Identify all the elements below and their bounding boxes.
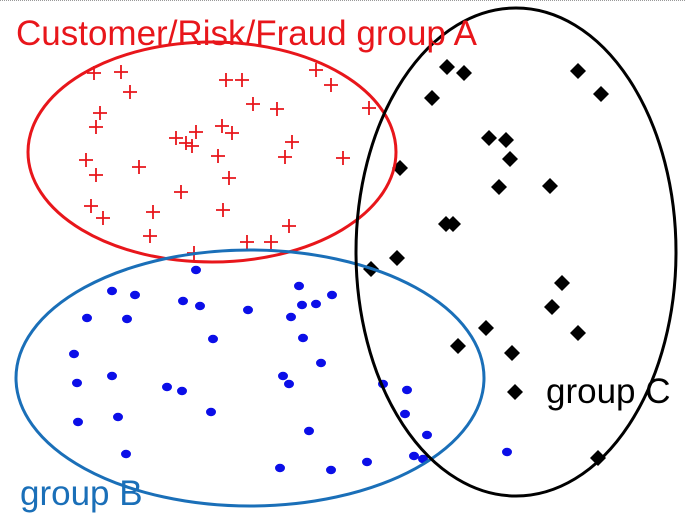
group-b-dot-marker <box>121 449 131 459</box>
group-b-dot-marker <box>316 358 326 368</box>
group-c-diamond-marker <box>542 178 558 194</box>
group-c-ellipse <box>354 6 678 498</box>
group-a-plus-marker <box>362 101 376 115</box>
group-b-dot-marker <box>422 430 432 440</box>
group-b-dot-marker <box>195 301 205 311</box>
group-b-dot-marker <box>502 447 512 457</box>
group-b-dot-marker <box>327 290 337 300</box>
group-a-plus-marker <box>278 150 292 164</box>
top-dotted-border <box>0 0 685 1</box>
group-c-diamond-marker <box>478 320 494 336</box>
group-b-dot-marker <box>72 378 82 388</box>
group-a-plus-marker <box>235 73 249 87</box>
group-b-dot-marker <box>409 451 419 461</box>
group-c-diamond-marker <box>504 345 520 361</box>
group-b-dot-marker <box>162 382 172 392</box>
group-c-diamond-marker <box>554 275 570 291</box>
group-b-dot-marker <box>402 385 412 395</box>
group-c-diamond-marker <box>544 299 560 315</box>
group-c-diamond-marker <box>593 86 609 102</box>
group-c-diamond-marker <box>570 325 586 341</box>
group-a-plus-marker <box>222 171 236 185</box>
group-a-plus-marker <box>215 119 229 133</box>
group-a-plus-marker <box>89 168 103 182</box>
group-b-dot-marker <box>278 371 288 381</box>
group-b-dot-marker <box>130 290 140 300</box>
group-c-diamond-marker <box>424 90 440 106</box>
group-c-diamond-marker <box>439 59 455 75</box>
group-b-dot-marker <box>122 314 132 324</box>
group-b-dot-marker <box>113 412 123 422</box>
group-b-dot-marker <box>294 281 304 291</box>
group-c-diamond-marker <box>590 450 606 466</box>
group-c-diamond-marker <box>456 65 472 81</box>
group-a-plus-marker <box>285 135 299 149</box>
group-a-plus-marker <box>143 229 157 243</box>
group-b-dot-marker <box>206 407 216 417</box>
group-a-plus-marker <box>84 199 98 213</box>
group-a-plus-marker <box>123 85 137 99</box>
group-b-dot-marker <box>178 296 188 306</box>
group-b-dot-marker <box>284 379 294 389</box>
group-a-plus-marker <box>270 102 284 116</box>
group-a-ellipse <box>26 40 398 264</box>
group-a-plus-marker <box>225 126 239 140</box>
group-b-dot-marker <box>73 417 83 427</box>
group-a-plus-marker <box>211 149 225 163</box>
group-a-plus-marker <box>185 139 199 153</box>
group-a-plus-marker <box>264 235 278 249</box>
group-a-plus-marker <box>89 120 103 134</box>
group-b-dot-marker <box>107 371 117 381</box>
group-a-plus-marker <box>189 125 203 139</box>
group-b-dot-marker <box>326 465 336 475</box>
group-b-dot-marker <box>82 313 92 323</box>
group-a-plus-marker <box>96 211 110 225</box>
group-b-dot-marker <box>298 333 308 343</box>
group-c-diamond-marker <box>450 338 466 354</box>
group-b-dot-marker <box>400 409 410 419</box>
group-b-dot-marker <box>69 349 79 359</box>
group-a-plus-marker <box>174 185 188 199</box>
group-b-dot-marker <box>243 305 253 315</box>
group-c-diamond-marker <box>498 132 514 148</box>
group-a-plus-marker <box>179 136 193 150</box>
group-a-plus-marker <box>216 203 230 217</box>
group-b-dot-marker <box>107 286 117 296</box>
group-a-plus-marker <box>169 131 183 145</box>
group-a-plus-marker <box>309 63 323 77</box>
group-b-dot-marker <box>191 265 201 275</box>
group-a-plus-marker <box>219 73 233 87</box>
group-a-plus-marker <box>114 65 128 79</box>
group-c-diamond-marker <box>507 384 523 400</box>
group-a-plus-marker <box>146 205 160 219</box>
group-a-plus-marker <box>246 97 260 111</box>
group-c-diamond-marker <box>481 130 497 146</box>
group-a-plus-marker <box>282 219 296 233</box>
group-a-plus-marker <box>132 160 146 174</box>
group-b-dot-marker <box>275 463 285 473</box>
group-b-dot-marker <box>362 457 372 467</box>
group-a-plus-marker <box>79 153 93 167</box>
group-c-diamond-marker <box>570 63 586 79</box>
group-a-plus-marker <box>324 78 338 92</box>
group-a-plus-marker <box>240 235 254 249</box>
group-a-plus-marker <box>93 106 107 120</box>
group-b-dot-marker <box>304 426 314 436</box>
group-b-dot-marker <box>177 386 187 396</box>
group-b-dot-marker <box>297 300 307 310</box>
group-c-diamond-marker <box>389 250 405 266</box>
group-b-dot-marker <box>286 312 296 322</box>
group-b-ellipse <box>14 248 486 508</box>
group-c-diamond-marker <box>502 151 518 167</box>
group-c-diamond-marker <box>445 216 461 232</box>
group-c-label: group C <box>546 372 671 411</box>
group-b-dot-marker <box>208 334 218 344</box>
group-b-dot-marker <box>311 299 321 309</box>
group-b-label: group B <box>20 474 143 513</box>
points-layer <box>69 59 609 475</box>
group-a-plus-marker <box>336 151 350 165</box>
group-c-diamond-marker <box>491 179 507 195</box>
group-a-label: Customer/Risk/Fraud group A <box>16 14 478 53</box>
